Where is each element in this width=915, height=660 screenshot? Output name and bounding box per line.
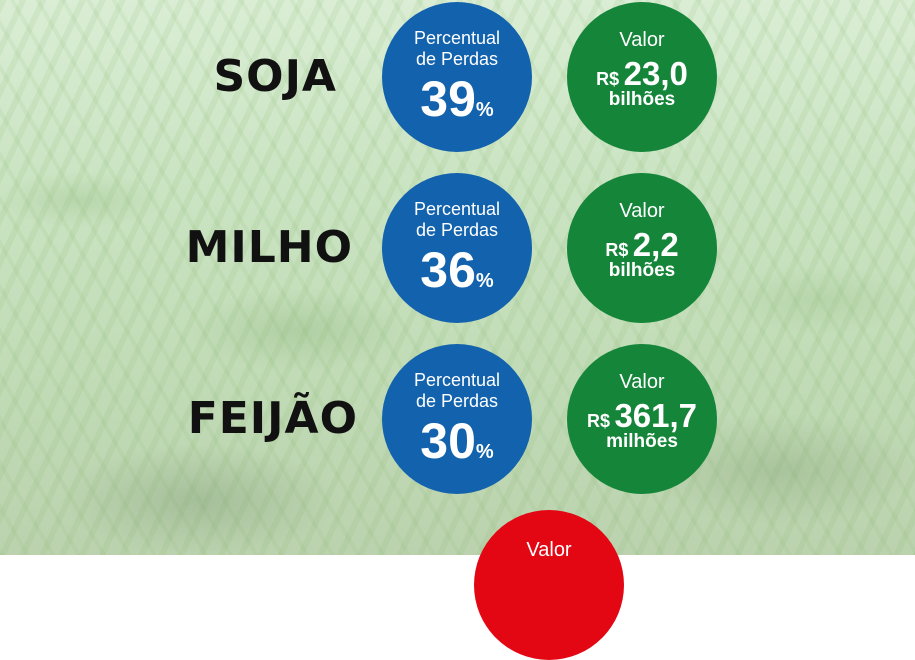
- crop-label-feijao: FEIJÃO: [187, 393, 358, 444]
- percent-value: 36: [420, 242, 476, 298]
- value-unit: bilhões: [608, 89, 676, 110]
- percent-loss-circle-feijao: Percentual de Perdas 30%: [382, 344, 532, 494]
- percent-caption-line1: Percentual: [413, 370, 501, 390]
- percent-value: 39: [420, 71, 476, 127]
- value-caption: Valor: [619, 200, 665, 222]
- currency-symbol: R$: [596, 69, 620, 89]
- percent-caption-line2: de Perdas: [415, 220, 499, 240]
- value-amount: 2,2: [632, 226, 679, 263]
- value-circle-extra: Valor: [474, 510, 624, 660]
- value-circle-milho: Valor R$ 2,2 bilhões: [567, 173, 717, 323]
- value-unit: milhões: [606, 431, 678, 452]
- value-caption: Valor: [526, 539, 572, 561]
- value-caption: Valor: [619, 371, 665, 393]
- percent-loss-circle-milho: Percentual de Perdas 36%: [382, 173, 532, 323]
- percent-caption-line1: Percentual: [413, 28, 501, 48]
- value-caption: Valor: [619, 29, 665, 51]
- percent-loss-circle-soja: Percentual de Perdas 39%: [382, 2, 532, 152]
- value-amount: 361,7: [614, 397, 698, 434]
- currency-symbol: R$: [586, 411, 610, 431]
- percent-caption-line2: de Perdas: [415, 391, 499, 411]
- percent-caption-line2: de Perdas: [415, 49, 499, 69]
- percent-symbol: %: [475, 441, 494, 463]
- percent-value: 30: [420, 413, 476, 469]
- crop-label-milho: MILHO: [185, 222, 353, 273]
- value-unit: bilhões: [608, 260, 676, 281]
- crop-label-soja: SOJA: [213, 51, 337, 102]
- value-amount: 23,0: [623, 55, 688, 92]
- percent-symbol: %: [475, 270, 494, 292]
- percent-caption-line1: Percentual: [413, 199, 501, 219]
- percent-symbol: %: [475, 99, 494, 121]
- value-circle-soja: Valor R$ 23,0 bilhões: [567, 2, 717, 152]
- value-circle-feijao: Valor R$ 361,7 milhões: [567, 344, 717, 494]
- currency-symbol: R$: [605, 240, 629, 260]
